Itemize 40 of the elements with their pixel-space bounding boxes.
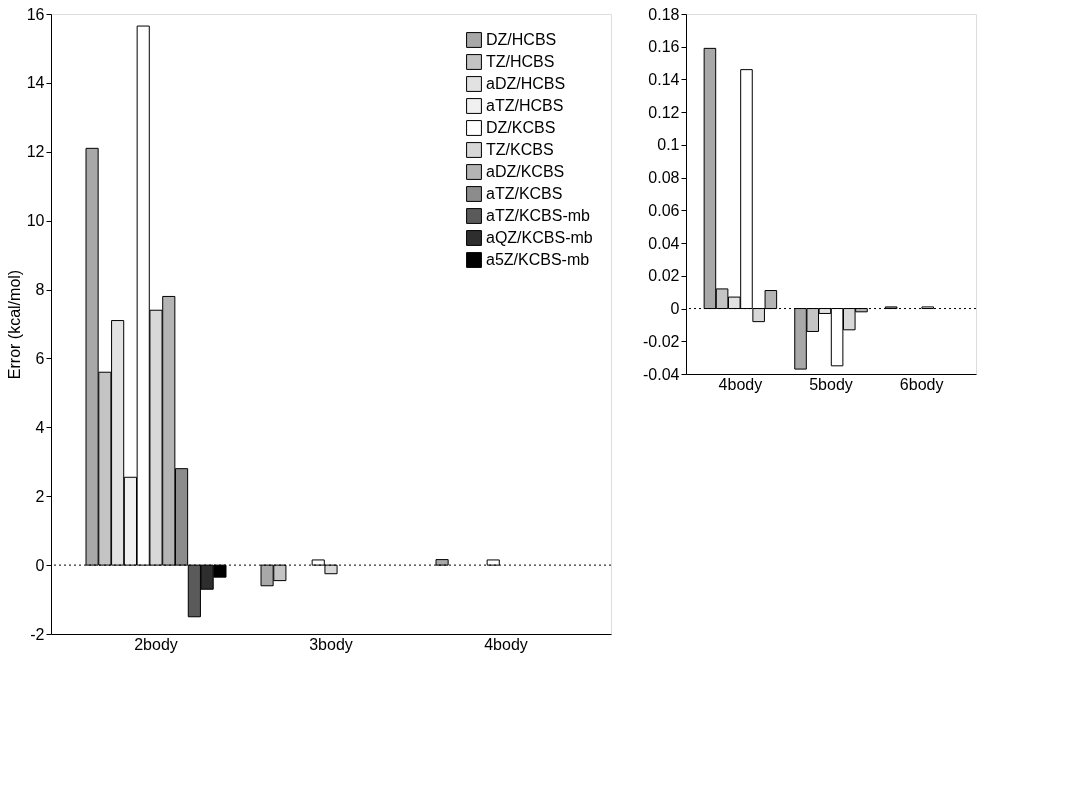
- y-tick-label: 10: [26, 212, 45, 230]
- legend-label: aTZ/HCBS: [486, 97, 564, 114]
- legend-label: a5Z/KCBS-mb: [486, 251, 590, 268]
- legend-label: aDZ/HCBS: [486, 75, 566, 92]
- x-tick-label: 3body: [309, 635, 353, 653]
- x-tick-label: 4body: [718, 375, 763, 393]
- y-tick-label: 4: [35, 418, 45, 436]
- x-tick-label: 5body: [809, 375, 853, 393]
- legend-label: DZ/HCBS: [486, 31, 557, 48]
- legend-label: aTZ/KCBS: [486, 185, 563, 202]
- y-tick-label: 0.1: [657, 136, 680, 154]
- y-tick-label: 8: [35, 281, 45, 299]
- legend-label: DZ/KCBS: [486, 119, 556, 136]
- x-tick-label: 6body: [899, 375, 944, 393]
- y-tick-label: -0.02: [643, 332, 680, 350]
- y-tick-label: 0.16: [648, 38, 680, 56]
- y-tick-label: 6: [35, 349, 45, 367]
- legend-label: TZ/KCBS: [486, 141, 554, 158]
- x-tick-label: 2body: [134, 635, 178, 653]
- legend-label: aTZ/KCBS-mb: [486, 207, 591, 224]
- y-tick-label: 0.12: [648, 103, 680, 121]
- y-tick-label: 14: [26, 74, 45, 92]
- y-tick-label: 0.02: [648, 267, 680, 285]
- y-tick-label: -0.04: [643, 365, 680, 383]
- y-tick-label: 0.08: [648, 169, 680, 187]
- y-tick-label: 0: [670, 300, 680, 318]
- y-tick-label: -2: [30, 625, 45, 643]
- y-tick-label: 2: [35, 487, 45, 505]
- y-tick-label: 0.04: [648, 234, 680, 252]
- y-tick-label: 16: [26, 5, 45, 23]
- y-tick-label: 12: [26, 143, 45, 161]
- y-tick-label: 0.18: [648, 5, 680, 23]
- y-tick-label: 0.06: [648, 201, 680, 219]
- x-tick-label: 4body: [484, 635, 528, 653]
- legend-label: aQZ/KCBS-mb: [486, 229, 593, 246]
- y-tick-label: 0.14: [648, 70, 680, 88]
- legend-label: aDZ/KCBS: [486, 163, 565, 180]
- y-tick-label: 0: [35, 556, 45, 574]
- y-axis-title: Error (kcal/mol): [5, 269, 23, 380]
- legend-label: TZ/HCBS: [486, 53, 555, 70]
